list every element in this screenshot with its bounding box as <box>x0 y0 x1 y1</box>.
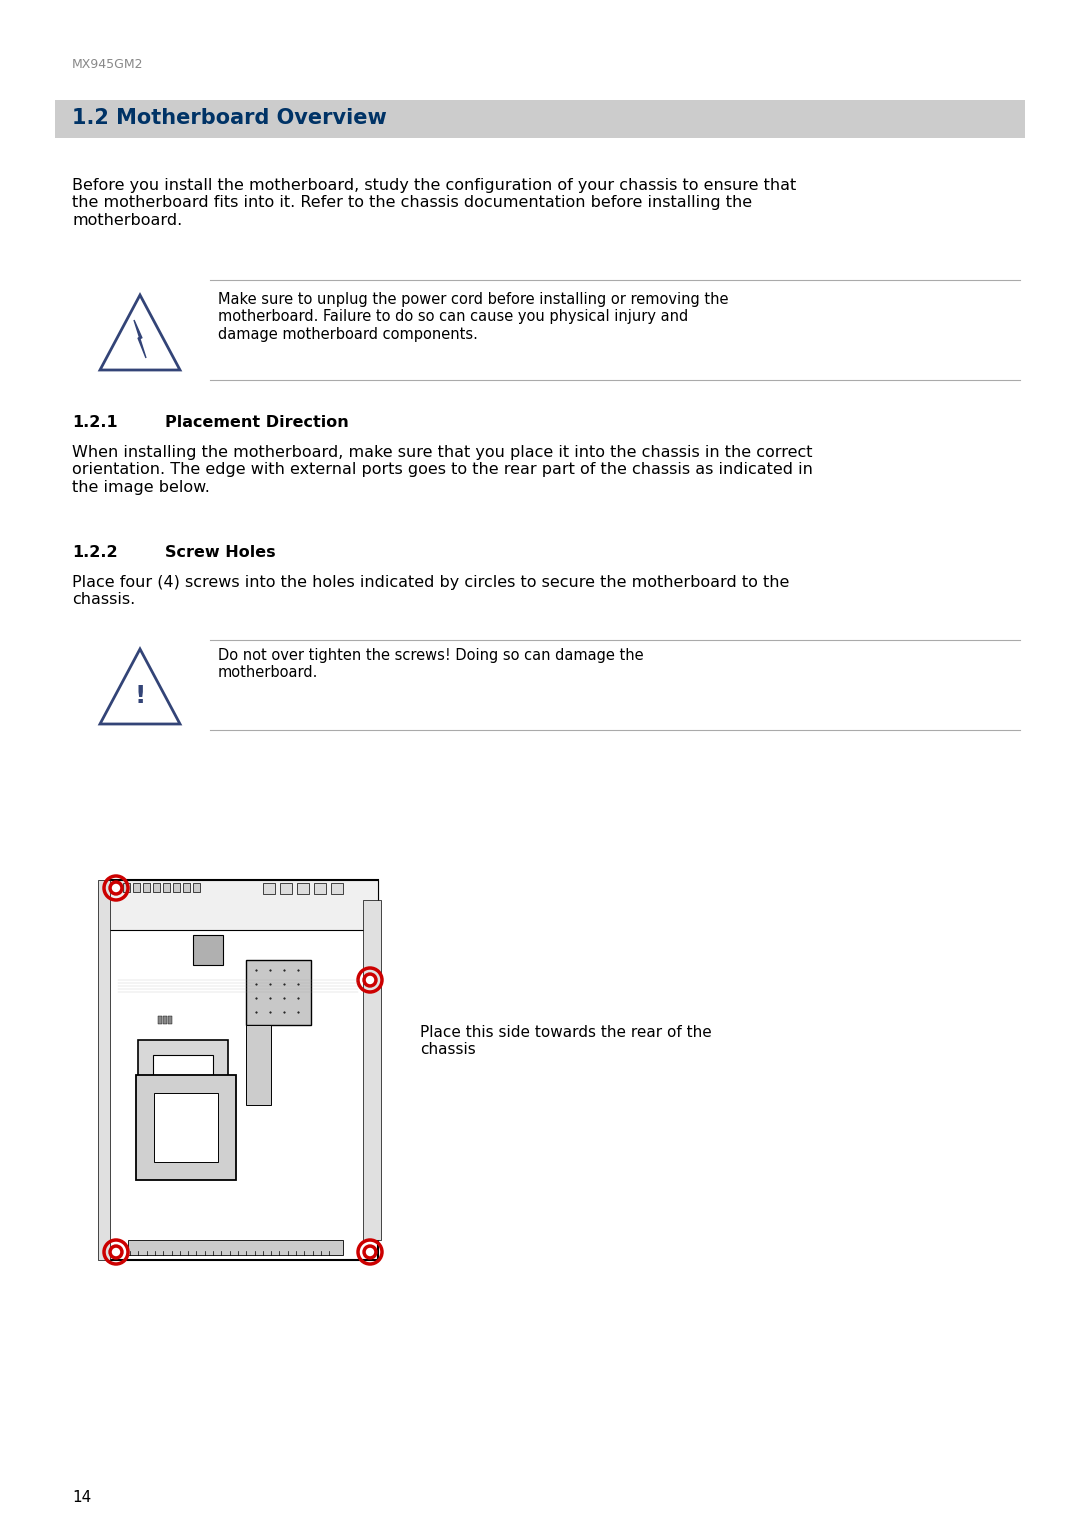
FancyBboxPatch shape <box>193 935 222 966</box>
FancyBboxPatch shape <box>193 883 200 892</box>
Polygon shape <box>134 319 146 358</box>
FancyBboxPatch shape <box>154 1093 218 1161</box>
Text: When installing the motherboard, make sure that you place it into the chassis in: When installing the motherboard, make su… <box>72 445 813 495</box>
FancyBboxPatch shape <box>163 883 170 892</box>
FancyBboxPatch shape <box>183 883 190 892</box>
Circle shape <box>109 882 123 895</box>
Text: Do not over tighten the screws! Doing so can damage the
motherboard.: Do not over tighten the screws! Doing so… <box>218 648 644 680</box>
Circle shape <box>363 973 377 987</box>
FancyBboxPatch shape <box>173 883 180 892</box>
FancyBboxPatch shape <box>153 1054 213 1115</box>
FancyBboxPatch shape <box>330 883 343 894</box>
Text: !: ! <box>134 685 146 707</box>
FancyBboxPatch shape <box>158 1016 162 1024</box>
FancyBboxPatch shape <box>108 880 378 1261</box>
FancyBboxPatch shape <box>98 880 110 1261</box>
Text: Placement Direction: Placement Direction <box>165 416 349 429</box>
Text: MX945GM2: MX945GM2 <box>72 58 144 70</box>
FancyBboxPatch shape <box>143 883 150 892</box>
Circle shape <box>363 1245 377 1259</box>
Circle shape <box>366 1248 374 1256</box>
FancyBboxPatch shape <box>246 960 311 1025</box>
FancyBboxPatch shape <box>123 883 130 892</box>
FancyBboxPatch shape <box>314 883 326 894</box>
FancyBboxPatch shape <box>163 1016 167 1024</box>
Circle shape <box>112 885 120 891</box>
FancyBboxPatch shape <box>133 883 140 892</box>
Circle shape <box>109 1245 123 1259</box>
FancyBboxPatch shape <box>129 1241 343 1254</box>
FancyBboxPatch shape <box>138 1041 228 1131</box>
FancyBboxPatch shape <box>297 883 309 894</box>
Text: 1.2.2: 1.2.2 <box>72 545 118 559</box>
Text: 1.2.1: 1.2.1 <box>72 416 118 429</box>
Circle shape <box>366 976 374 984</box>
FancyBboxPatch shape <box>168 1016 172 1024</box>
FancyBboxPatch shape <box>108 880 378 931</box>
FancyBboxPatch shape <box>363 900 381 1241</box>
FancyBboxPatch shape <box>136 1076 237 1180</box>
Text: Before you install the motherboard, study the configuration of your chassis to e: Before you install the motherboard, stud… <box>72 177 796 228</box>
Text: Make sure to unplug the power cord before installing or removing the
motherboard: Make sure to unplug the power cord befor… <box>218 292 729 342</box>
Circle shape <box>112 1248 120 1256</box>
FancyBboxPatch shape <box>55 99 1025 138</box>
Text: 1.2 Motherboard Overview: 1.2 Motherboard Overview <box>72 108 387 128</box>
Text: Place this side towards the rear of the
chassis: Place this side towards the rear of the … <box>420 1025 712 1057</box>
Text: 14: 14 <box>72 1490 91 1505</box>
FancyBboxPatch shape <box>153 883 160 892</box>
FancyBboxPatch shape <box>264 883 275 894</box>
Text: Screw Holes: Screw Holes <box>165 545 275 559</box>
Text: Place four (4) screws into the holes indicated by circles to secure the motherbo: Place four (4) screws into the holes ind… <box>72 575 789 608</box>
FancyBboxPatch shape <box>280 883 292 894</box>
FancyBboxPatch shape <box>246 1025 271 1105</box>
